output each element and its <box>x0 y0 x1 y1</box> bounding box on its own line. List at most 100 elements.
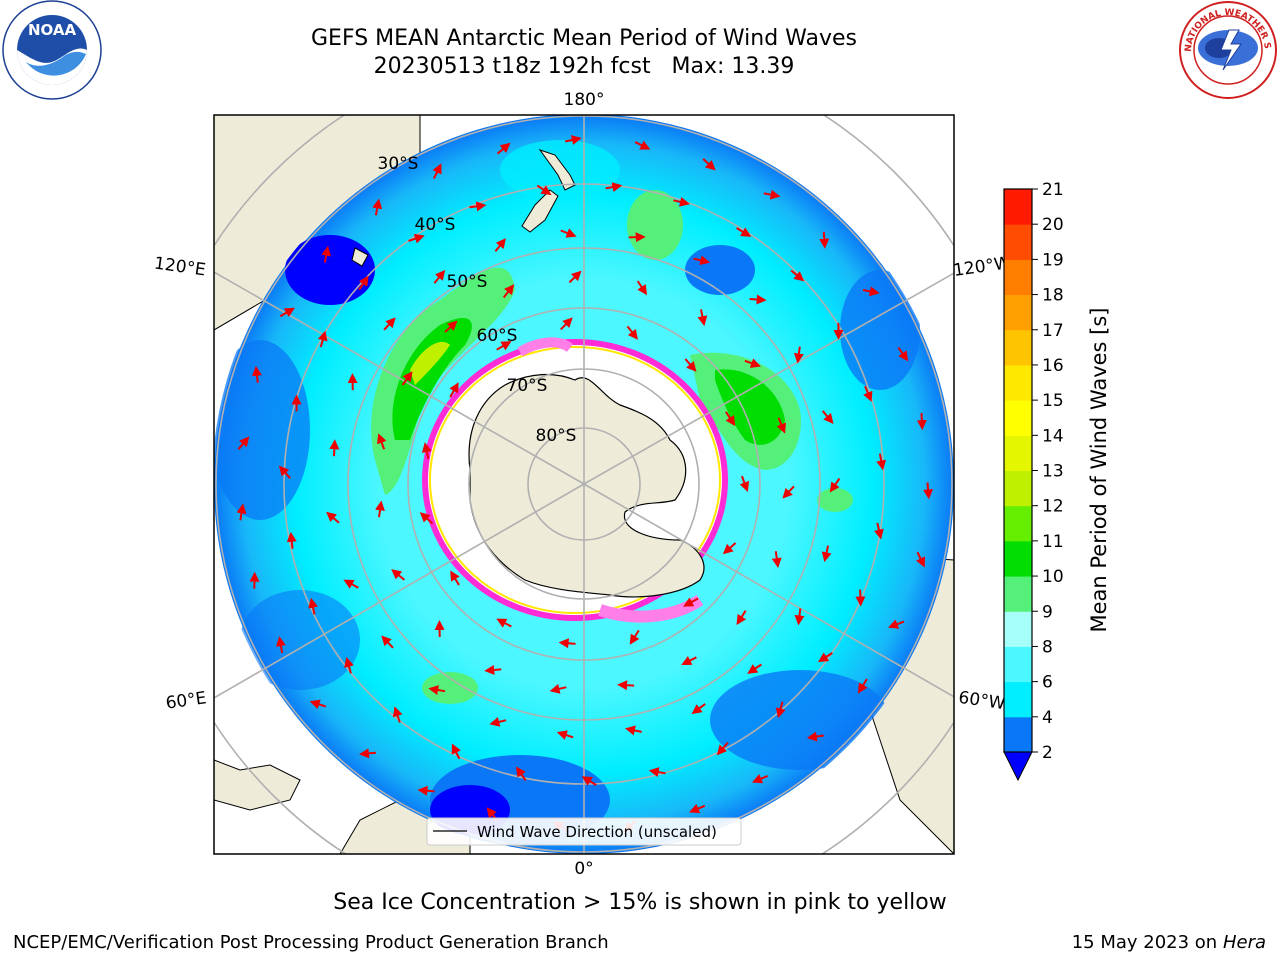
wind-wave-arrows <box>236 135 934 833</box>
colorbar-tick-label: 16 <box>1042 356 1064 376</box>
lon-label-180: 180° <box>564 90 605 110</box>
colorbar-tick-label: 9 <box>1042 602 1053 622</box>
wave-direction-arrow <box>408 233 425 244</box>
wave-direction-arrow <box>421 442 432 460</box>
wave-direction-arrow <box>432 163 442 180</box>
colorbar: 2 4 6 8 9 10 11 12 13 14 15 16 17 18 19 20 21 Mean Perio… <box>1003 180 1111 782</box>
graticule <box>214 115 954 854</box>
footer-date-text: 15 May 2023 on <box>1071 932 1218 953</box>
wave-direction-arrow <box>236 503 247 521</box>
wave-direction-arrow <box>736 227 752 237</box>
wave-direction-arrow <box>747 663 762 674</box>
colorbar-segment <box>1004 716 1032 753</box>
colorbar-segment <box>1004 681 1032 718</box>
wave-direction-arrow <box>702 158 716 171</box>
wave-direction-arrow <box>697 309 708 327</box>
wave-direction-arrow <box>793 346 804 364</box>
lat-label-70s: 70°S <box>507 376 548 396</box>
wave-direction-arrow <box>359 748 376 759</box>
lon-label-120e: 120°E <box>153 253 207 280</box>
wave-direction-arrow <box>392 706 403 723</box>
colorbar-segment <box>1004 611 1032 647</box>
wave-direction-arrow <box>749 294 767 305</box>
wave-direction-arrow <box>897 347 909 362</box>
wave-direction-arrow <box>372 198 383 216</box>
wave-direction-arrow <box>377 433 387 450</box>
colorbar-tick-label: 14 <box>1042 426 1064 446</box>
wave-direction-arrow <box>515 766 527 781</box>
wave-direction-arrow <box>344 656 354 674</box>
sea-ice-note: Sea Ice Concentration > 15% is shown in … <box>333 890 947 915</box>
wave-direction-arrow <box>874 522 884 540</box>
wave-direction-arrow <box>689 803 706 814</box>
colorbar-segment <box>1004 259 1032 296</box>
wave-direction-arrow <box>629 629 640 645</box>
colorbar-segment <box>1004 189 1032 225</box>
footer-credit: NCEP/EMC/Verification Post Processing Pr… <box>13 932 609 953</box>
wave-direction-arrow <box>923 482 934 500</box>
colorbar-tick-label: 19 <box>1042 250 1064 270</box>
wave-direction-arrow <box>829 477 841 493</box>
colorbar-segment <box>1004 646 1032 683</box>
colorbar-under-triangle <box>1003 751 1033 782</box>
wave-direction-arrow <box>776 417 786 434</box>
lat-label-80s: 80°S <box>536 426 577 446</box>
wave-direction-arrow <box>536 184 552 196</box>
colorbar-tick-label: 21 <box>1042 180 1064 200</box>
wave-direction-arrow <box>716 741 729 756</box>
wave-direction-arrow <box>252 365 262 383</box>
map-legend: Wind Wave Direction (unscaled) <box>426 817 742 846</box>
wave-direction-arrow <box>681 655 697 665</box>
wave-direction-arrow <box>560 317 573 331</box>
colorbar-segment <box>1004 470 1032 507</box>
wave-direction-arrow <box>496 618 512 628</box>
colorbar-tick-label: 6 <box>1042 673 1053 693</box>
wave-direction-arrow <box>428 685 446 695</box>
wave-direction-arrow <box>821 410 834 424</box>
nws-logo: NATIONAL WEATHER SERVICE <box>1177 0 1277 99</box>
wave-direction-arrow <box>915 551 925 568</box>
wave-direction-arrow <box>556 730 574 740</box>
wave-direction-arrow <box>625 725 642 736</box>
wave-direction-arrow <box>489 717 507 727</box>
wave-direction-arrow <box>683 597 699 607</box>
lon-label-0: 0° <box>574 859 593 879</box>
wave-direction-arrow <box>286 531 297 549</box>
colorbar-tick-label: 18 <box>1042 286 1064 306</box>
wave-direction-arrow <box>725 411 736 427</box>
wave-direction-arrow <box>451 743 461 760</box>
wave-direction-arrow <box>819 231 830 249</box>
wave-direction-arrow <box>806 731 824 742</box>
wave-direction-arrow <box>673 196 690 207</box>
wave-direction-arrow <box>549 683 567 694</box>
wave-direction-arrow <box>605 182 623 193</box>
wave-direction-arrow <box>321 245 332 263</box>
chart-title: GEFS MEAN Antarctic Mean Period of Wind … <box>311 26 857 51</box>
chart-subtitle: 20230513 t18z 192h fcst Max: 13.39 <box>373 54 795 79</box>
wave-direction-arrow <box>343 579 359 589</box>
wave-direction-arrow <box>771 551 782 569</box>
wave-direction-arrow <box>693 255 711 266</box>
wave-direction-arrow <box>381 635 394 649</box>
wave-direction-arrow <box>684 358 697 372</box>
wave-direction-arrow <box>502 284 515 299</box>
wave-direction-arrow <box>790 269 805 282</box>
wave-direction-arrow <box>558 638 576 649</box>
wave-direction-arrow <box>862 286 880 297</box>
wave-direction-arrow <box>450 570 460 586</box>
wave-direction-arrow <box>308 597 318 615</box>
lat-label-40s: 40°S <box>415 215 456 235</box>
colorbar-segment <box>1004 540 1032 577</box>
wave-direction-arrow <box>329 439 340 457</box>
wave-direction-arrow <box>494 238 506 253</box>
colorbar-segment <box>1004 400 1032 436</box>
wave-direction-arrow <box>817 652 833 663</box>
wave-direction-arrow <box>617 680 635 691</box>
wave-direction-arrow <box>763 189 781 200</box>
wave-direction-arrow <box>568 270 582 284</box>
colorbar-title: Mean Period of Wind Waves [s] <box>1087 308 1111 633</box>
colorbar-tick-label: 15 <box>1042 391 1064 411</box>
colorbar-segment <box>1004 224 1032 260</box>
lat-label-30s: 30°S <box>378 154 419 174</box>
